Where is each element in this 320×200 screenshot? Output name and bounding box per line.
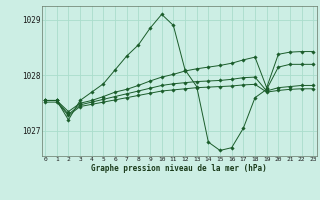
X-axis label: Graphe pression niveau de la mer (hPa): Graphe pression niveau de la mer (hPa): [91, 164, 267, 173]
